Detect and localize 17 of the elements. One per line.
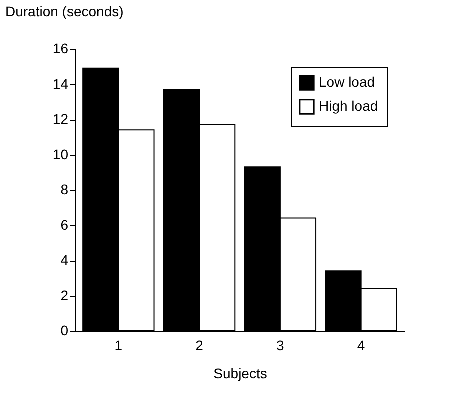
x-tick-label: 3 xyxy=(276,338,285,354)
x-tick-label: 2 xyxy=(196,338,204,354)
x-tick-label: 1 xyxy=(114,338,123,354)
y-tick-label: 16 xyxy=(52,40,69,56)
y-tick-label: 4 xyxy=(60,252,69,268)
legend-label: High load xyxy=(319,98,378,114)
y-tick-label: 8 xyxy=(60,182,69,198)
y-tick-label: 14 xyxy=(52,76,69,92)
legend-label: Low load xyxy=(319,74,376,90)
y-tick-label: 6 xyxy=(60,216,69,233)
y-tick-label: 2 xyxy=(60,287,69,304)
y-axis-title: Duration (seconds) xyxy=(6,4,124,20)
y-tick-label: 10 xyxy=(52,146,69,162)
x-axis-title: Subjects xyxy=(214,366,268,382)
y-tick-label: 12 xyxy=(52,111,69,127)
x-tick-label: 4 xyxy=(357,338,366,354)
y-tick-label: 0 xyxy=(60,322,69,338)
